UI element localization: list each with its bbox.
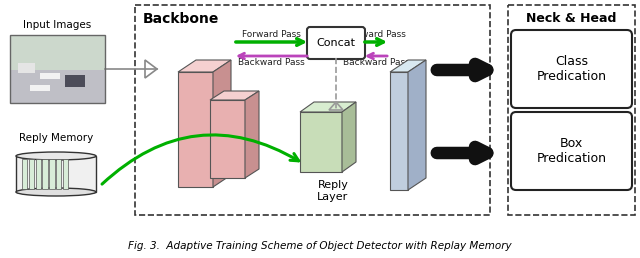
Text: Fig. 3.  Adaptive Training Scheme of Object Detector with Replay Memory: Fig. 3. Adaptive Training Scheme of Obje… [128,241,512,251]
Text: Backbone: Backbone [143,12,220,26]
Bar [16,156,96,192]
Bar [178,72,213,187]
Text: Reply Memory: Reply Memory [19,133,93,143]
Ellipse shape [16,188,96,196]
Text: Concat: Concat [317,38,355,48]
Text: Forward Pass: Forward Pass [347,30,405,39]
Bar [56,159,61,189]
Text: Input Images: Input Images [24,20,92,30]
Bar [135,5,490,215]
Text: Box
Predication: Box Predication [536,137,607,165]
FancyBboxPatch shape [511,112,632,190]
Polygon shape [245,91,259,178]
Bar [210,100,245,178]
Bar [22,159,28,189]
Text: Neck & Head: Neck & Head [526,12,617,25]
Polygon shape [300,102,356,112]
Bar [29,159,34,189]
Bar [508,5,635,215]
Bar [63,159,68,189]
Polygon shape [390,60,426,72]
Text: Backward Pass: Backward Pass [238,58,305,67]
Text: Reply
Layer: Reply Layer [317,180,349,201]
Text: Class
Predication: Class Predication [536,55,607,83]
Polygon shape [408,60,426,190]
Ellipse shape [16,152,96,160]
Bar [390,72,408,190]
FancyBboxPatch shape [307,27,365,59]
Bar [300,112,342,172]
Bar [36,159,41,189]
Bar [10,35,105,103]
Text: Backward Pass: Backward Pass [342,58,410,67]
FancyBboxPatch shape [511,30,632,108]
Polygon shape [210,91,259,100]
Polygon shape [213,60,231,187]
Polygon shape [178,60,231,72]
Text: Forward Pass: Forward Pass [242,30,301,39]
Bar [49,159,54,189]
Polygon shape [342,102,356,172]
Bar [42,159,48,189]
